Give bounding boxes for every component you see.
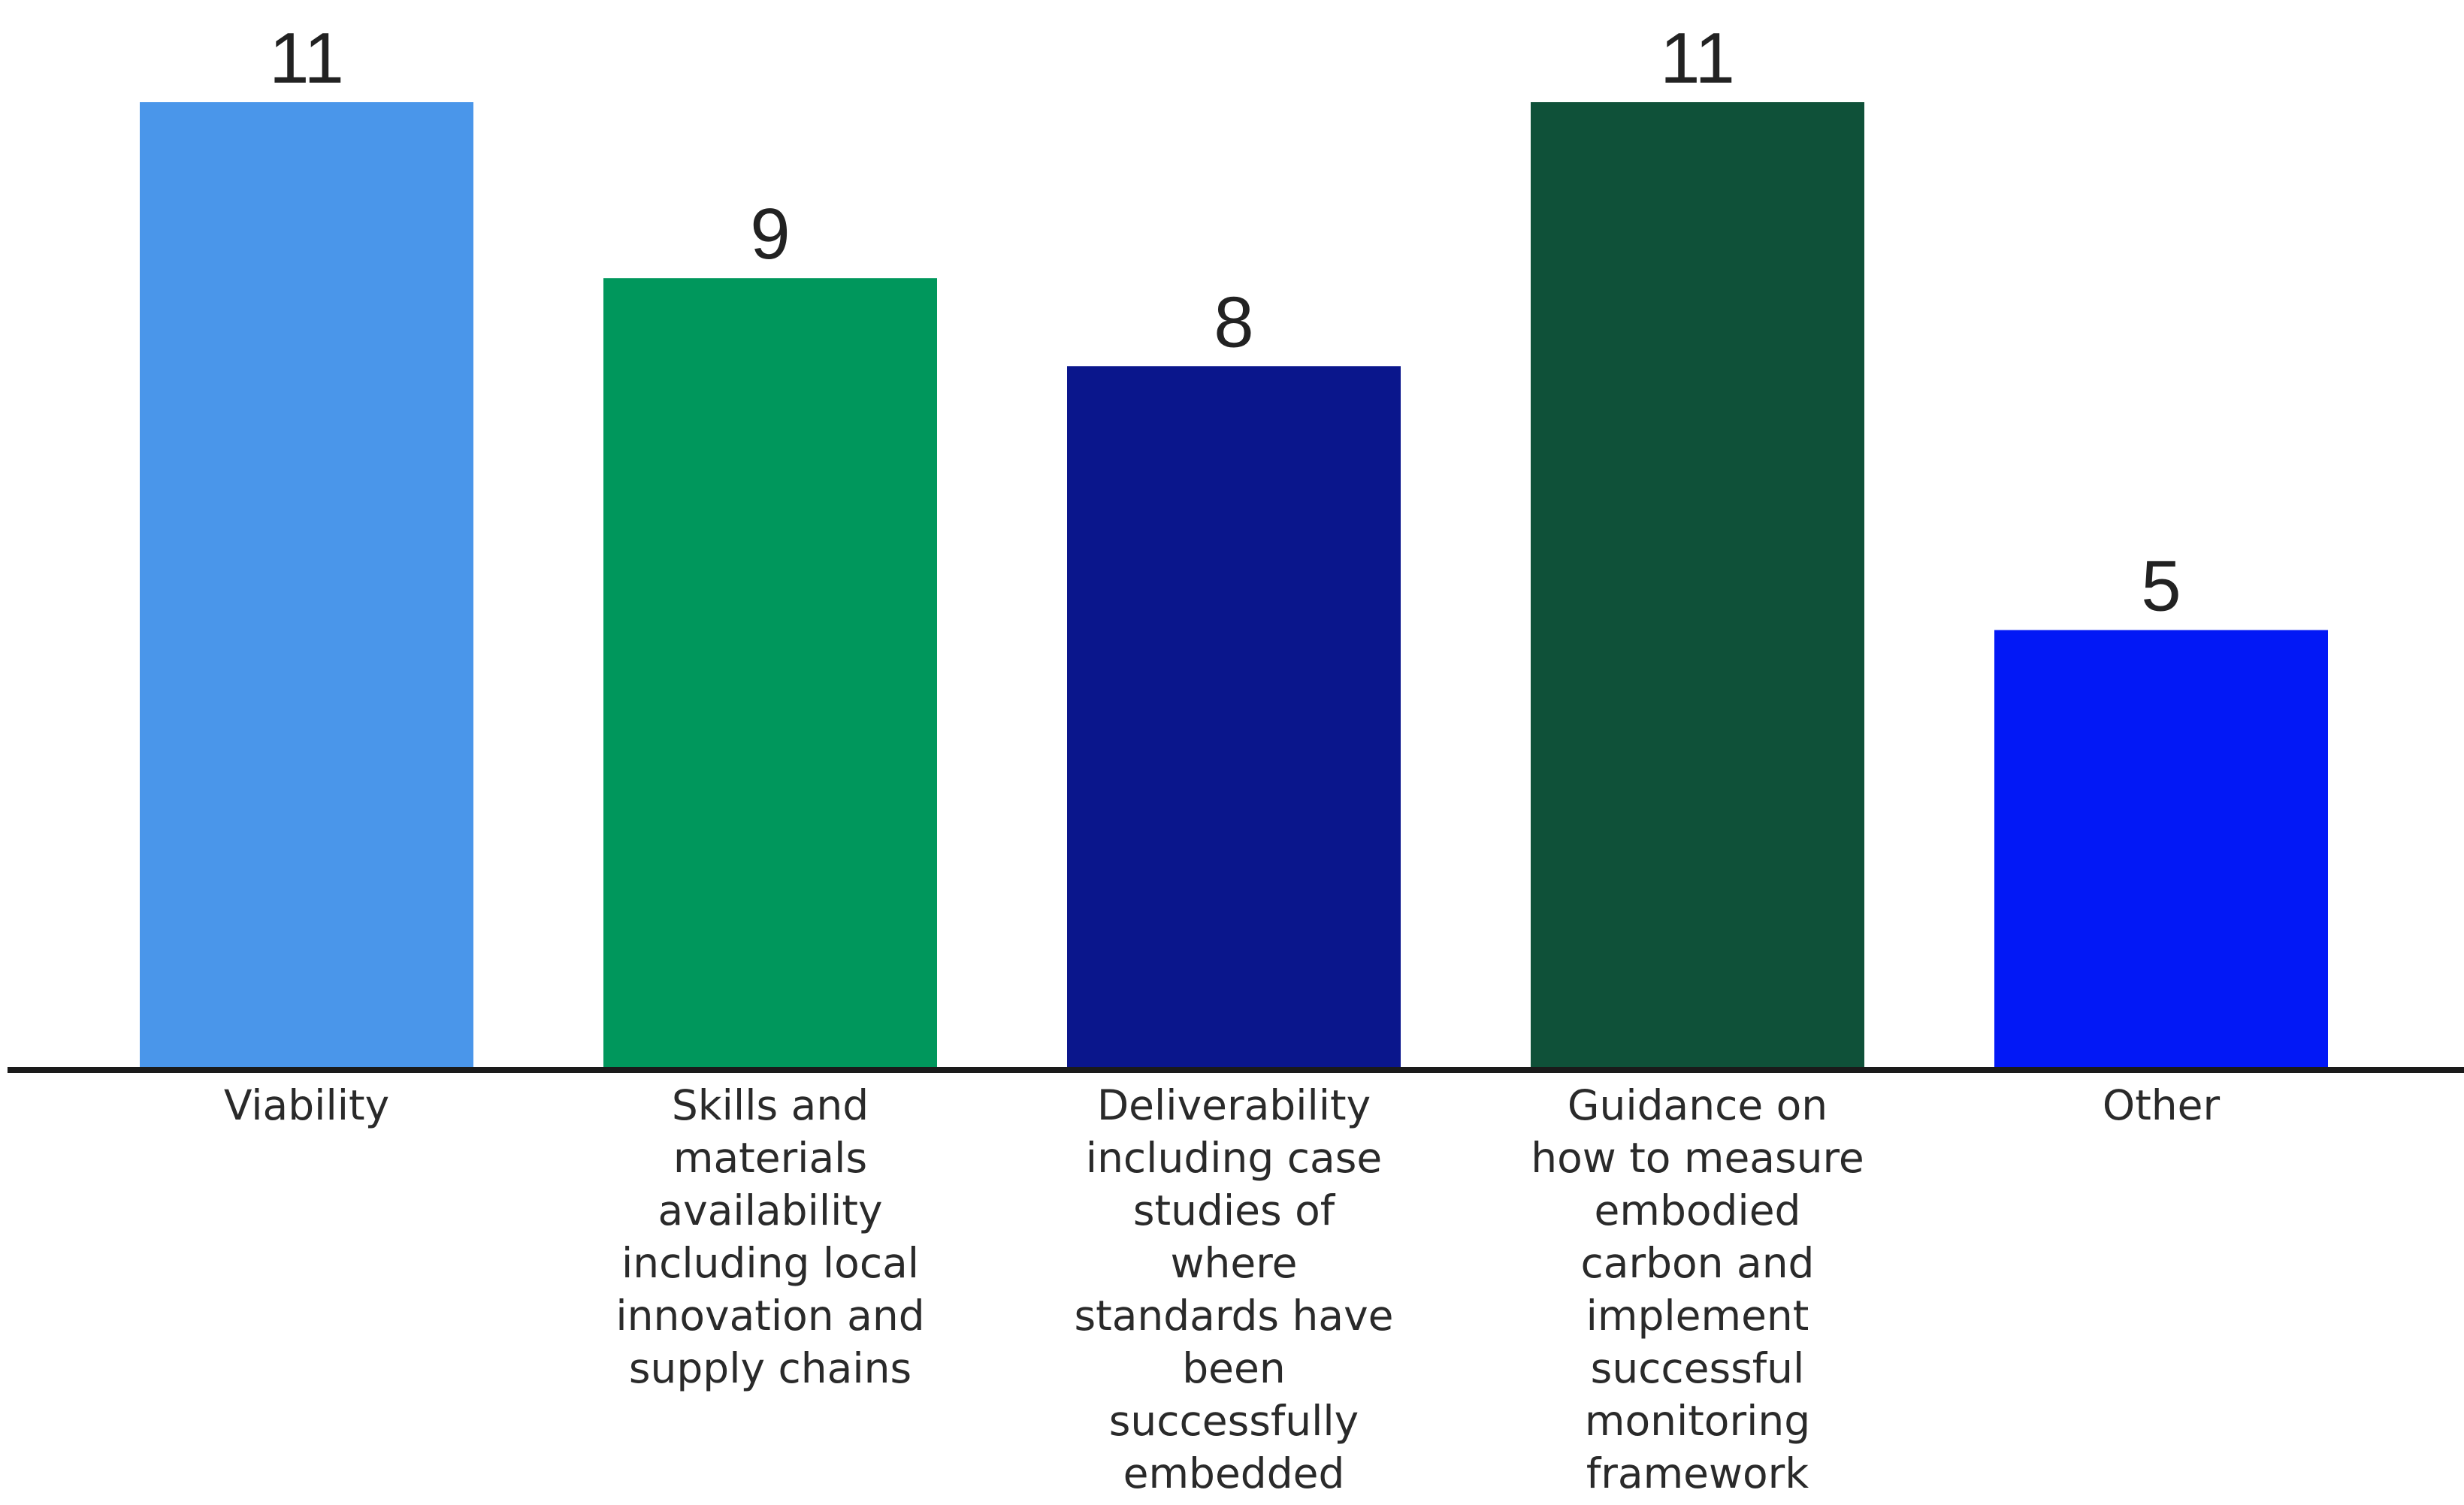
category-label-line: embodied bbox=[1595, 1186, 1801, 1235]
category-label-line: implement bbox=[1586, 1292, 1809, 1340]
category-label-5: Other bbox=[2103, 1081, 2221, 1129]
category-label-line: including case bbox=[1086, 1134, 1382, 1182]
category-label-line: Viability bbox=[224, 1081, 389, 1129]
bar-5 bbox=[1994, 630, 2328, 1070]
category-label-line: monitoring bbox=[1585, 1397, 1810, 1445]
category-label-line: carbon and bbox=[1581, 1239, 1815, 1287]
category-label-line: materials bbox=[673, 1134, 867, 1182]
category-label-line: framework bbox=[1586, 1449, 1809, 1497]
category-label-line: successful bbox=[1591, 1344, 1805, 1392]
category-label-line: availability bbox=[658, 1186, 882, 1235]
bar-1 bbox=[140, 102, 473, 1070]
category-label-3: Deliverability including case studies of wh… bbox=[1074, 1081, 1393, 1497]
bars-group bbox=[140, 102, 2328, 1071]
category-label-line: studies of bbox=[1133, 1186, 1336, 1235]
data-label-3: 8 bbox=[1214, 282, 1253, 362]
category-label-line: standards have bbox=[1074, 1292, 1393, 1340]
bar-4 bbox=[1531, 102, 1864, 1070]
value-labels-group: 11 9 8 11 5 bbox=[269, 18, 2181, 627]
category-label-2: Skills and materials availability including… bbox=[615, 1081, 924, 1392]
category-label-line: supply chains bbox=[629, 1344, 912, 1392]
data-label-4: 11 bbox=[1660, 18, 1735, 98]
bar-3 bbox=[1067, 366, 1401, 1071]
category-label-4: Guidance on how to measure embodied carbon … bbox=[1531, 1081, 1864, 1497]
category-label-line: where bbox=[1171, 1239, 1298, 1287]
category-label-line: successfully bbox=[1109, 1397, 1359, 1445]
category-label-line: been bbox=[1182, 1344, 1285, 1392]
data-label-1: 11 bbox=[269, 18, 344, 98]
category-label-line: Skills and bbox=[672, 1081, 869, 1129]
category-label-line: including local bbox=[621, 1239, 919, 1287]
bar-2 bbox=[603, 278, 937, 1070]
category-label-line: Other bbox=[2103, 1081, 2221, 1129]
category-label-line: embedded bbox=[1123, 1449, 1345, 1497]
category-label-line: innovation and bbox=[615, 1292, 924, 1340]
data-label-2: 9 bbox=[750, 194, 790, 274]
category-label-line: how to measure bbox=[1531, 1134, 1864, 1182]
category-label-line: Deliverability bbox=[1097, 1081, 1371, 1129]
data-label-5: 5 bbox=[2141, 546, 2181, 627]
category-labels-group: Viability Skills and materials availability… bbox=[224, 1081, 2221, 1497]
category-label-1: Viability bbox=[224, 1081, 389, 1129]
category-label-line: Guidance on bbox=[1568, 1081, 1828, 1129]
